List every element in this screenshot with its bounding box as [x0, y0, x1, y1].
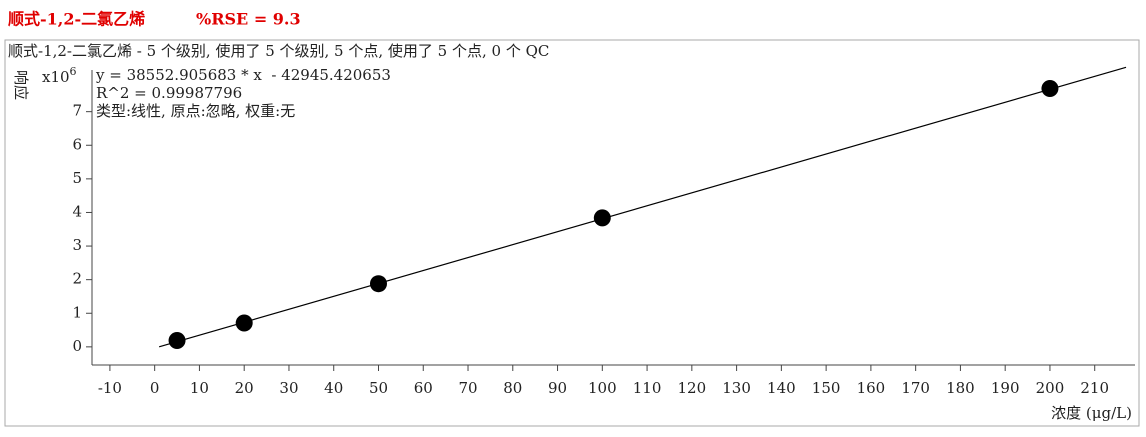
x-tick-label: 100: [588, 379, 617, 397]
x-tick-label: 150: [812, 379, 841, 397]
rse-label: %RSE = 9.3: [196, 10, 301, 29]
x-tick-label: 110: [633, 379, 662, 397]
y-scale-base: x10: [42, 68, 70, 86]
x-axis-label: 浓度 (μg/L): [1051, 404, 1132, 422]
annotation: R^2 = 0.99987796: [96, 84, 242, 102]
x-tick-label: 70: [458, 379, 477, 397]
y-tick-label: 0: [72, 337, 82, 355]
x-tick-label: 90: [548, 379, 567, 397]
x-tick-label: 170: [901, 379, 930, 397]
x-tick-label: 0: [150, 379, 160, 397]
y-tick-label: 6: [72, 135, 82, 153]
x-tick-label: 120: [678, 379, 707, 397]
y-tick-label: 1: [72, 303, 82, 321]
x-tick-label: 50: [369, 379, 388, 397]
data-point: [1041, 79, 1059, 97]
x-tick-label: 140: [767, 379, 796, 397]
fit-line: [158, 66, 1127, 348]
x-tick-label: 60: [414, 379, 433, 397]
x-tick-label: 30: [279, 379, 298, 397]
annotation: 类型:线性, 原点:忽略, 权重:无: [96, 102, 295, 120]
x-tick-label: 10: [190, 379, 209, 397]
x-tick-label: 130: [722, 379, 751, 397]
y-tick-label: 2: [72, 270, 82, 288]
chart-frame: [4, 39, 1140, 427]
y-tick-label: 7: [72, 102, 82, 120]
x-tick-label: 210: [1080, 379, 1109, 397]
chart-subtitle: 顺式-1,2-二氯乙烯 - 5 个级别, 使用了 5 个级别, 5 个点, 使用…: [8, 42, 549, 60]
y-tick-label: 4: [72, 202, 82, 220]
x-tick-label: 80: [503, 379, 522, 397]
y-scale-label: x106: [42, 65, 77, 86]
data-point: [593, 209, 611, 227]
data-point: [168, 331, 186, 349]
y-scale-exponent: 6: [70, 65, 77, 78]
x-tick-label: 20: [235, 379, 254, 397]
data-point: [235, 314, 253, 332]
y-tick-label: 3: [72, 236, 82, 254]
data-point: [369, 275, 387, 293]
x-tick-label: -10: [98, 379, 122, 397]
x-tick-label: 200: [1036, 379, 1065, 397]
y-tick-label: 5: [72, 169, 82, 187]
chart-title: 顺式-1,2-二氯乙烯: [8, 10, 145, 29]
x-tick-label: 180: [946, 379, 975, 397]
x-tick-label: 160: [857, 379, 886, 397]
y-axis-label: 响应: [12, 70, 30, 100]
x-tick-label: 40: [324, 379, 343, 397]
annotation: y = 38552.905683 * x - 42945.420653: [95, 66, 391, 84]
x-tick-label: 190: [991, 379, 1020, 397]
